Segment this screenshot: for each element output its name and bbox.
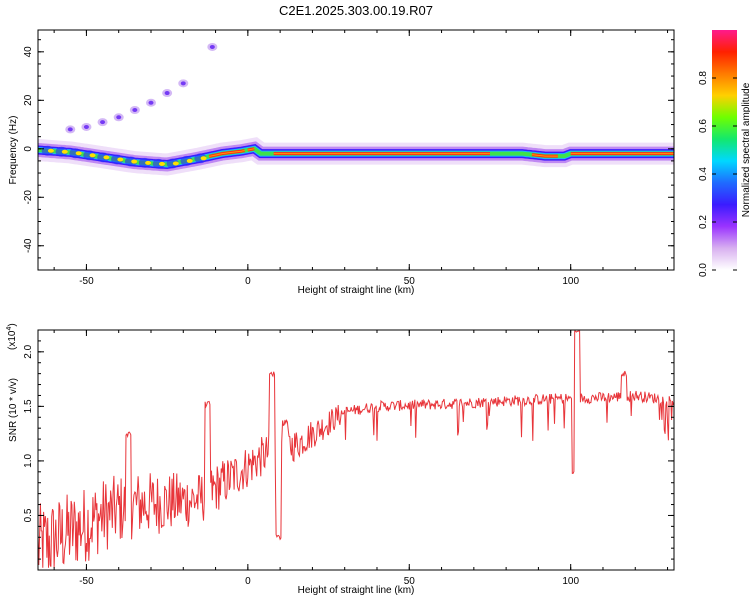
harmonic-core xyxy=(164,91,170,96)
colorbar-ticks: 0.0 0.2 0.4 0.6 0.8 xyxy=(698,71,737,277)
spectrogram-y-ticks: -40 -20 0 20 40 xyxy=(23,39,674,271)
snr-y-tick-label: 1.5 xyxy=(23,399,34,413)
spectrogram-x-tick-label: 50 xyxy=(404,276,416,287)
band-blob xyxy=(97,152,110,163)
band-blob-peak xyxy=(89,153,96,158)
snr-y-multiplier-exponent: 4 xyxy=(6,327,13,331)
spectrogram-y-label: Frequency (Hz) xyxy=(8,116,19,185)
snr-y-tick-label: 1.0 xyxy=(23,454,34,468)
snr-x-tick-label: 50 xyxy=(404,576,416,587)
spectrogram-x-tick-label: 100 xyxy=(562,276,579,287)
band-blob-peak xyxy=(47,148,54,153)
band-blob-peak xyxy=(172,161,179,166)
snr-y-ticks: 0.5 1.0 1.5 2.0 xyxy=(23,340,674,560)
spectrogram-y-tick-label: 0 xyxy=(23,146,34,152)
spectrogram-frame xyxy=(37,29,675,271)
snr-x-tick-label: 0 xyxy=(245,576,251,587)
band-blob xyxy=(69,148,82,159)
band-blob-peak xyxy=(158,161,165,166)
snr-y-multiplier: (x104) xyxy=(6,323,18,350)
snr-y-label: SNR (10 * v/v) xyxy=(8,378,19,442)
band-blob-peak xyxy=(61,149,68,154)
snr-series-line xyxy=(38,330,674,568)
band-blob-peak xyxy=(75,151,82,156)
band-blob xyxy=(180,155,193,166)
snr-x-tick-label: -50 xyxy=(79,576,94,587)
colorbar: 0.0 0.2 0.4 0.6 0.8 Normalized spectral ampl… xyxy=(698,30,750,277)
figure-title: C2E1.2025.303.00.19.R07 xyxy=(279,3,433,18)
harmonic-core xyxy=(132,108,138,112)
band-blob xyxy=(124,156,137,167)
spectrogram-panel: -50 0 50 100 -40 -20 0 20 40 Height of straight… xyxy=(8,29,675,296)
band-blob-peak xyxy=(186,158,193,163)
band-blob xyxy=(152,158,165,169)
spectrogram-y-tick-label: 40 xyxy=(23,46,34,58)
band-blob xyxy=(55,146,68,157)
harmonic-core xyxy=(100,120,106,125)
band-blob xyxy=(111,154,124,165)
band-blob-peak xyxy=(200,156,207,161)
band-core-edge xyxy=(531,154,558,157)
band-blob xyxy=(166,158,179,169)
band-blob-peak xyxy=(117,157,124,162)
harmonic-core xyxy=(116,115,122,120)
spectrogram-y-tick-label: -40 xyxy=(23,238,34,253)
spectrogram-x-label: Height of straight line (km) xyxy=(298,285,415,296)
spectrogram-x-ticks: -50 0 50 100 xyxy=(53,30,669,287)
colorbar-tick-label: 0.8 xyxy=(698,71,709,85)
snr-frame xyxy=(37,329,675,571)
snr-panel: -50 0 50 100 0.5 1.0 1.5 2.0 Height of straigh… xyxy=(6,323,675,596)
snr-x-ticks: -50 0 50 100 xyxy=(53,330,669,587)
band-core-edge xyxy=(209,150,245,157)
band-blob xyxy=(194,153,207,164)
snr-y-multiplier-close: ) xyxy=(7,323,18,326)
band-blob xyxy=(41,145,54,156)
band-blob-peak xyxy=(131,159,138,164)
harmonic-core xyxy=(209,44,215,49)
snr-x-label: Height of straight line (km) xyxy=(298,585,415,596)
colorbar-scale xyxy=(712,30,737,270)
colorbar-tick-label: 0.6 xyxy=(698,119,709,133)
harmonic-core xyxy=(67,127,73,132)
band-core-edge xyxy=(247,148,255,151)
spectrogram-x-tick-label: 0 xyxy=(245,276,251,287)
spectrogram-y-tick-label: 20 xyxy=(23,94,34,106)
colorbar-label: Normalized spectral amplitude xyxy=(741,82,750,217)
spectrogram-marks xyxy=(38,42,674,176)
colorbar-tick-label: 0.0 xyxy=(698,263,709,277)
spectrogram-y-tick-label: -20 xyxy=(23,190,34,205)
colorbar-tick-label: 0.2 xyxy=(698,215,709,229)
band-blob xyxy=(138,157,151,168)
spectrogram-x-tick-label: -50 xyxy=(79,276,94,287)
snr-y-multiplier-base: (x10 xyxy=(7,330,18,350)
harmonic-core xyxy=(180,81,186,86)
band-blob xyxy=(83,150,96,161)
colorbar-tick-label: 0.4 xyxy=(698,167,709,181)
snr-x-tick-label: 100 xyxy=(562,576,579,587)
harmonic-core xyxy=(83,124,89,129)
band-blob-peak xyxy=(103,155,110,160)
snr-y-tick-label: 2.0 xyxy=(23,344,34,358)
snr-y-tick-label: 0.5 xyxy=(23,508,34,522)
band-blob-peak xyxy=(145,160,152,165)
harmonic-core xyxy=(148,100,154,105)
